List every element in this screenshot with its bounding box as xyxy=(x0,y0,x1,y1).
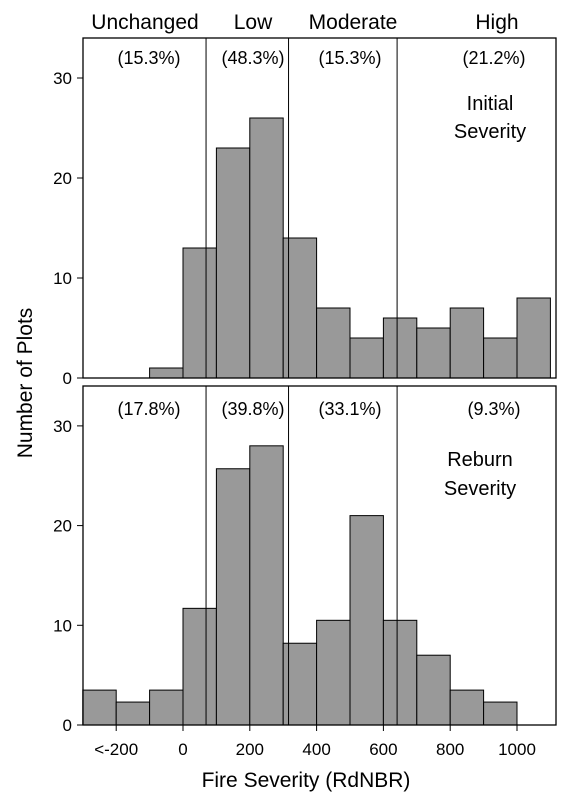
bottom-class-percent: (33.1%) xyxy=(318,399,381,419)
top-bar xyxy=(149,367,184,379)
top-panel-label: Initial xyxy=(467,93,514,115)
bottom-bar xyxy=(82,689,117,726)
top-bar xyxy=(382,317,418,379)
top-plot-frame xyxy=(82,37,557,379)
bottom-bar xyxy=(449,689,485,726)
severity-class-label: Unchanged xyxy=(91,11,198,34)
bottom-y-tick-label: 10 xyxy=(53,616,72,635)
bottom-panel-label: Severity xyxy=(444,478,516,500)
bottom-bar xyxy=(483,701,518,726)
top-bar xyxy=(349,337,384,379)
x-axis: <-200 0 200 400 600 800 1000 xyxy=(94,725,536,759)
bottom-y-tick-label: 0 xyxy=(63,716,72,735)
bottom-class-percent: (9.3%) xyxy=(467,399,520,419)
top-y-tick-label: 20 xyxy=(53,169,72,188)
x-tick-label: 200 xyxy=(236,740,264,759)
bottom-bar xyxy=(115,701,151,726)
top-bar xyxy=(516,297,551,379)
bottom-bar xyxy=(215,468,251,726)
bottom-y-tick-label: 30 xyxy=(53,417,72,436)
bottom-panel-label: Reburn xyxy=(447,449,513,471)
top-bar xyxy=(215,147,251,379)
bottom-bar xyxy=(249,445,284,726)
x-tick-label: <-200 xyxy=(94,740,138,759)
top-bar xyxy=(249,117,284,379)
top-y-tick-label: 10 xyxy=(53,269,72,288)
top-bar xyxy=(416,327,451,379)
bottom-bar xyxy=(349,515,384,726)
top-bar xyxy=(449,307,485,379)
top-bar xyxy=(316,307,351,379)
reburn-severity-panel: 0 10 20 30 (17.8%) (39.8%) (33.1%) (9.3%) Reburn… xyxy=(53,385,557,735)
top-class-percent: (48.3%) xyxy=(221,48,284,68)
bottom-bar xyxy=(182,607,217,726)
top-class-percent: (15.3%) xyxy=(318,48,381,68)
bottom-class-percent: (39.8%) xyxy=(221,399,284,419)
x-tick-label: 400 xyxy=(302,740,330,759)
x-tick-label: 600 xyxy=(369,740,397,759)
top-bar xyxy=(182,247,217,379)
top-y-tick-label: 0 xyxy=(63,369,72,388)
bottom-bar xyxy=(416,654,451,726)
x-tick-label: 800 xyxy=(436,740,464,759)
bottom-bar xyxy=(382,619,418,726)
severity-class-label: High xyxy=(475,11,518,34)
top-panel-label: Severity xyxy=(454,121,526,143)
x-tick-label: 1000 xyxy=(498,740,536,759)
y-axis-label: Number of Plots xyxy=(14,308,37,459)
severity-class-label: Moderate xyxy=(309,11,398,34)
top-class-percent: (15.3%) xyxy=(117,48,180,68)
initial-severity-panel: 0 10 20 30 (15.3%) (48.3%) (15.3%) (21.2%) Uncha… xyxy=(53,11,557,388)
bottom-plot-frame xyxy=(82,385,557,726)
bottom-bar xyxy=(149,689,184,726)
x-axis-label: Fire Severity (RdNBR) xyxy=(202,769,411,792)
bottom-class-percent: (17.8%) xyxy=(117,399,180,419)
severity-class-label: Low xyxy=(234,11,273,34)
top-bar xyxy=(483,337,518,379)
bottom-y-tick-label: 20 xyxy=(53,517,72,536)
top-y-tick-label: 30 xyxy=(53,69,72,88)
bottom-bar xyxy=(316,619,351,726)
top-class-percent: (21.2%) xyxy=(462,48,525,68)
x-tick-label: 0 xyxy=(178,740,187,759)
